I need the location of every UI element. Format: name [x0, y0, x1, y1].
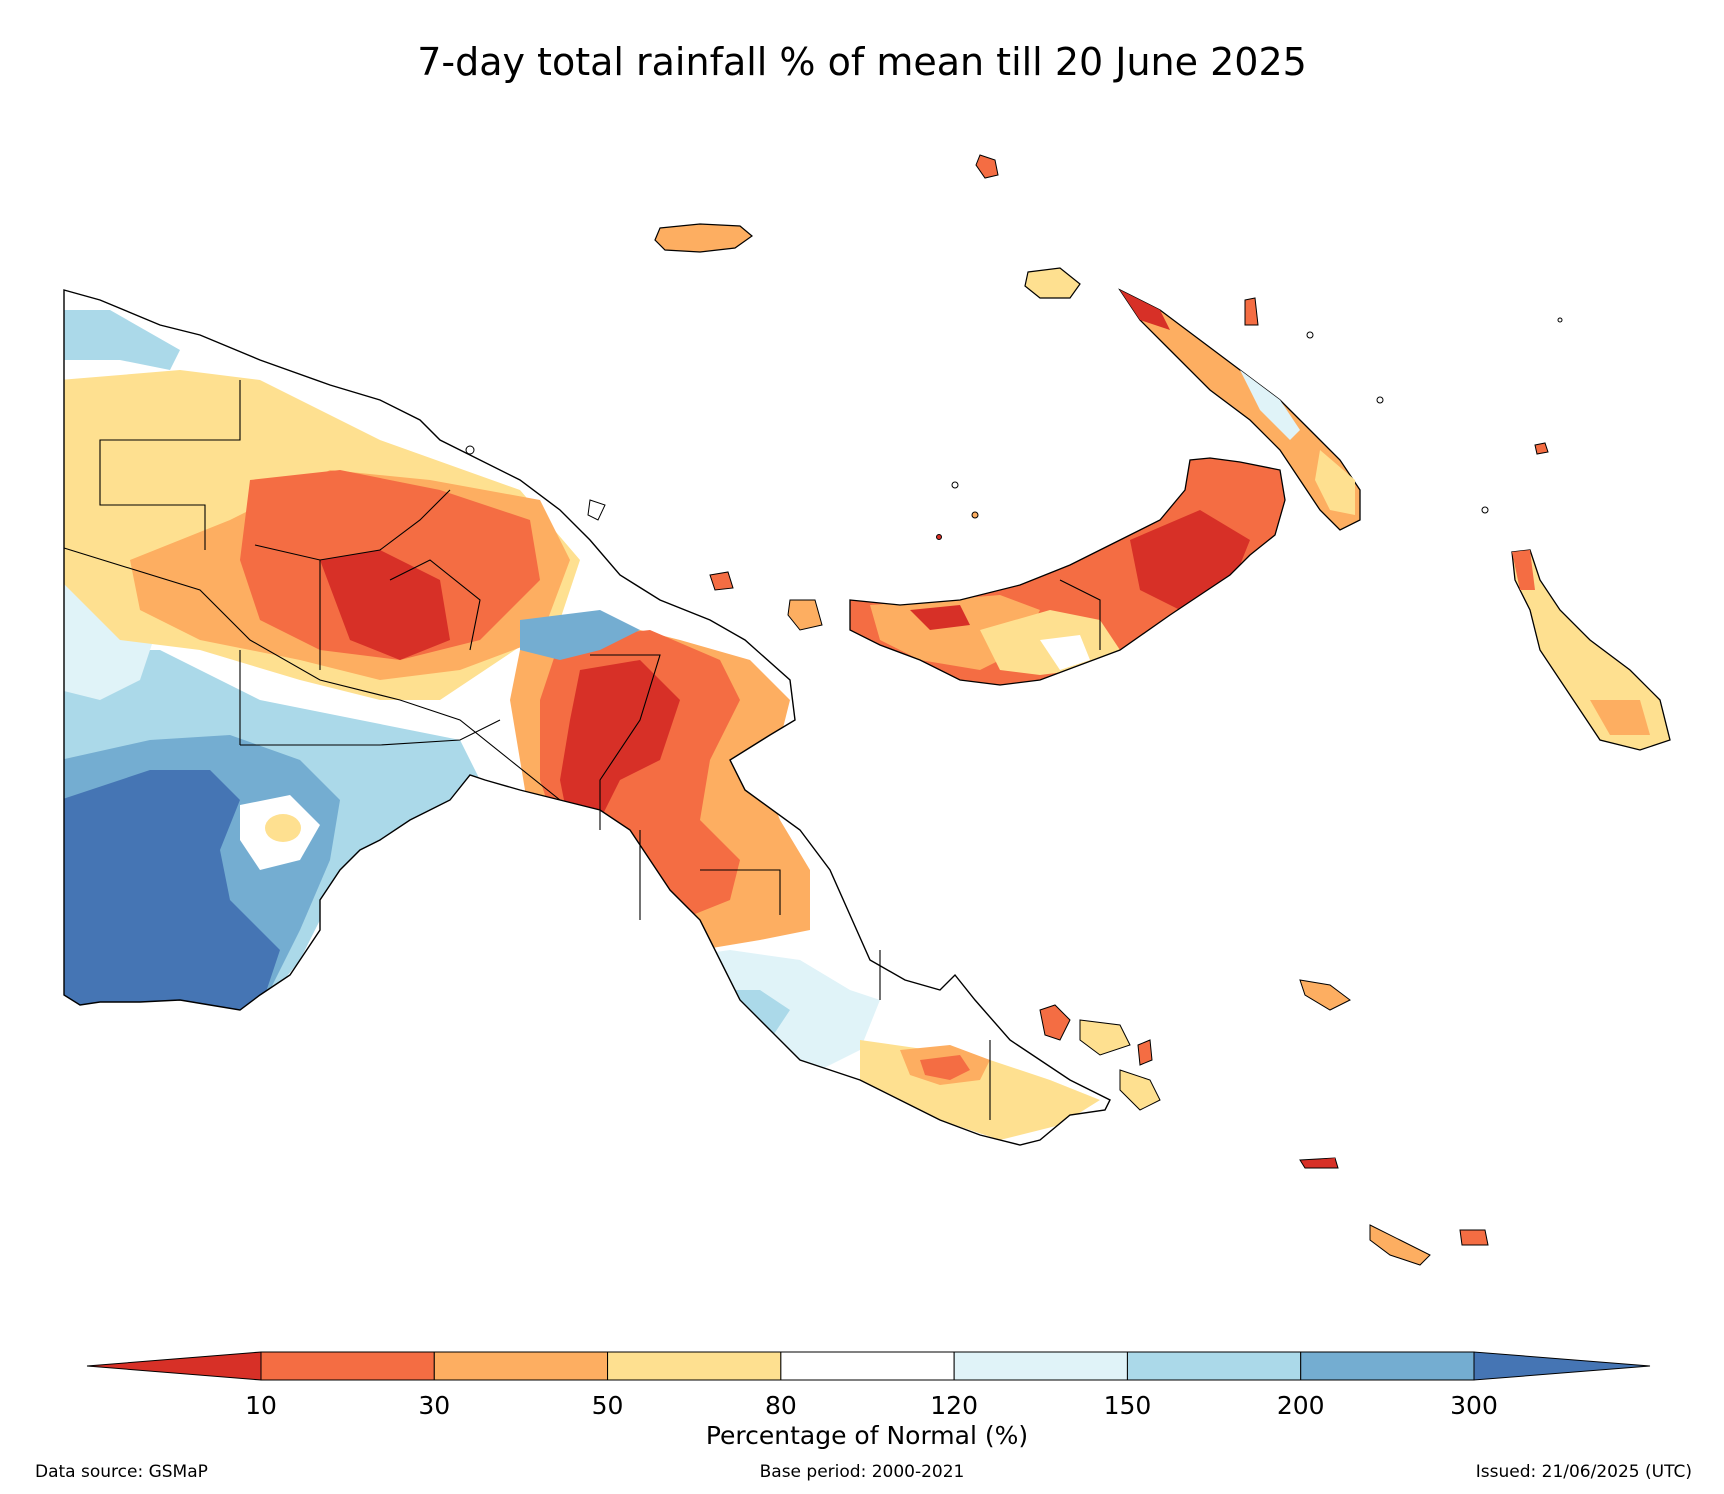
colorbar-tick-label: 150: [1104, 1391, 1152, 1420]
colorbar-cell: [780, 1351, 955, 1381]
colorbar-tick-label: 300: [1450, 1391, 1498, 1420]
colorbar-tick-label: 80: [765, 1391, 797, 1420]
small-islands: [465, 154, 1563, 1266]
colorbar-cell: [607, 1351, 782, 1381]
issued-date: Issued: 21/06/2025 (UTC): [1475, 1462, 1692, 1482]
new-ireland: [1118, 288, 1361, 531]
colorbar-tick-label: 200: [1277, 1391, 1325, 1420]
colorbar: 10 30 50 80 120 150 200 300 Percentage of Norma…: [86, 1351, 1651, 1450]
colorbar-cell: [953, 1351, 1128, 1381]
bougainville: [1511, 549, 1671, 751]
rainfall-map: [63, 154, 1671, 1266]
colorbar-tick-label: 120: [930, 1391, 978, 1420]
manus-island: [654, 223, 753, 253]
colorbar-label: Percentage of Normal (%): [706, 1421, 1028, 1450]
colorbar-tick-label: 30: [418, 1391, 450, 1420]
colorbar-cell: [260, 1351, 435, 1381]
colorbar-cell: [433, 1351, 609, 1381]
colorbar-tick-label: 50: [592, 1391, 624, 1420]
colorbar-extend-low: [86, 1351, 262, 1381]
base-period: Base period: 2000-2021: [759, 1462, 965, 1482]
colorbar-tick-label: 10: [245, 1391, 277, 1420]
colorbar-cell: [1300, 1351, 1475, 1381]
colorbar-cell: [1126, 1351, 1302, 1381]
new-hanover: [1024, 267, 1081, 299]
colorbar-extend-high: [1473, 1351, 1651, 1381]
map-title: 7-day total rainfall % of mean till 20 J…: [417, 40, 1307, 84]
data-source: Data source: GSMaP: [35, 1462, 208, 1482]
